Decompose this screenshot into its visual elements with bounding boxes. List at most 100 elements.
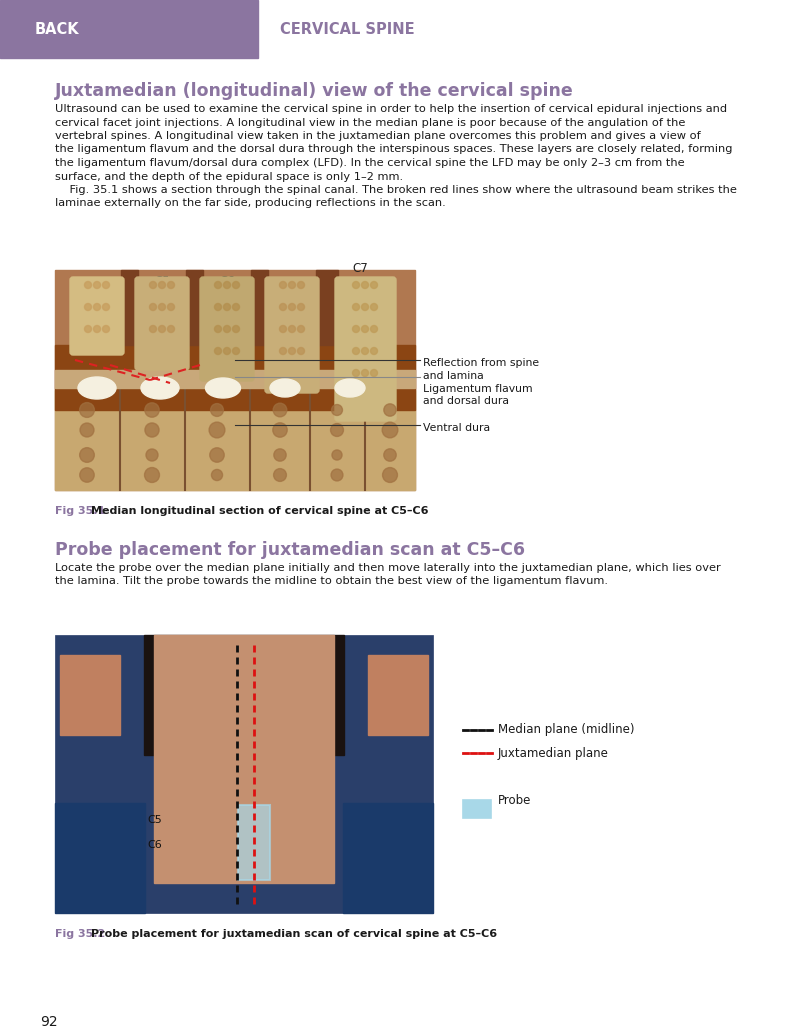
Circle shape: [353, 369, 359, 376]
Circle shape: [210, 423, 224, 436]
Circle shape: [289, 281, 295, 288]
Circle shape: [353, 281, 359, 288]
Bar: [0, 0, 258, 58]
Circle shape: [370, 326, 378, 333]
Circle shape: [233, 326, 239, 333]
Circle shape: [289, 347, 295, 355]
Circle shape: [233, 304, 239, 310]
Ellipse shape: [141, 377, 179, 399]
Text: Fig 35.1: Fig 35.1: [55, 506, 106, 516]
Circle shape: [150, 326, 157, 333]
Circle shape: [81, 403, 94, 417]
Circle shape: [279, 281, 286, 288]
Text: the ligamentum flavum and the dorsal dura through the interspinous spaces. These: the ligamentum flavum and the dorsal dur…: [55, 145, 733, 154]
Text: Juxtamedian (longitudinal) view of the cervical spine: Juxtamedian (longitudinal) view of the c…: [55, 82, 574, 100]
Bar: [55, 635, 433, 913]
Circle shape: [330, 402, 345, 418]
Circle shape: [298, 304, 305, 310]
Circle shape: [329, 422, 345, 437]
Bar: [186, 270, 203, 345]
Circle shape: [102, 281, 110, 288]
Text: Ventral dura: Ventral dura: [423, 423, 490, 433]
Circle shape: [274, 424, 286, 436]
Text: C5: C5: [154, 275, 170, 288]
Text: Median plane (midline): Median plane (midline): [498, 724, 634, 736]
Circle shape: [279, 304, 286, 310]
Text: the lamina. Tilt the probe towards the midline to obtain the best view of the li: the lamina. Tilt the probe towards the m…: [55, 577, 608, 586]
Bar: [368, 655, 428, 735]
FancyBboxPatch shape: [135, 277, 189, 370]
Circle shape: [150, 281, 157, 288]
Bar: [144, 635, 344, 755]
Circle shape: [273, 403, 287, 417]
Circle shape: [94, 304, 101, 310]
Circle shape: [81, 424, 94, 436]
Circle shape: [289, 304, 295, 310]
Text: vertebral spines. A longitudinal view taken in the juxtamedian plane overcomes t: vertebral spines. A longitudinal view ta…: [55, 131, 701, 141]
Text: C5: C5: [148, 815, 162, 825]
Bar: [238, 805, 270, 880]
Circle shape: [82, 469, 92, 480]
FancyBboxPatch shape: [70, 277, 124, 355]
Circle shape: [223, 347, 230, 355]
Text: Probe placement for juxtamedian scan of cervical spine at C5–C6: Probe placement for juxtamedian scan of …: [91, 929, 497, 939]
Circle shape: [167, 304, 174, 310]
Circle shape: [298, 326, 305, 333]
Circle shape: [383, 423, 397, 436]
Ellipse shape: [206, 378, 241, 398]
Circle shape: [362, 347, 369, 355]
Circle shape: [233, 281, 239, 288]
Circle shape: [233, 347, 239, 355]
Circle shape: [167, 281, 174, 288]
Text: Probe placement for juxtamedian scan at C5–C6: Probe placement for juxtamedian scan at …: [55, 541, 525, 559]
Circle shape: [370, 369, 378, 376]
Circle shape: [362, 304, 369, 310]
Text: Reflection from spine
and lamina
Ligamentum flavum
and dorsal dura: Reflection from spine and lamina Ligamen…: [423, 358, 539, 406]
Circle shape: [362, 281, 369, 288]
Text: cervical facet joint injections. A longitudinal view in the median plane is poor: cervical facet joint injections. A longi…: [55, 118, 686, 127]
Circle shape: [353, 326, 359, 333]
Circle shape: [289, 326, 295, 333]
Text: C6: C6: [219, 275, 235, 288]
Text: Fig. 35.1 shows a section through the spinal canal. The broken red lines show wh: Fig. 35.1 shows a section through the sp…: [55, 185, 737, 195]
Circle shape: [353, 304, 359, 310]
Text: Locate the probe over the median plane initially and then move laterally into th: Locate the probe over the median plane i…: [55, 562, 721, 573]
Circle shape: [279, 326, 286, 333]
Circle shape: [223, 326, 230, 333]
Circle shape: [330, 449, 343, 461]
Circle shape: [329, 467, 345, 483]
Circle shape: [223, 304, 230, 310]
Circle shape: [79, 447, 95, 463]
Circle shape: [144, 422, 160, 437]
Bar: [55, 345, 415, 410]
Text: BACK: BACK: [35, 22, 80, 36]
Circle shape: [85, 304, 91, 310]
Bar: [55, 803, 145, 913]
Circle shape: [158, 304, 166, 310]
Text: 92: 92: [40, 1015, 58, 1029]
Circle shape: [362, 326, 369, 333]
Circle shape: [214, 326, 222, 333]
Circle shape: [210, 468, 223, 482]
Circle shape: [158, 281, 166, 288]
Circle shape: [353, 347, 359, 355]
Circle shape: [210, 448, 224, 462]
Text: CERVICAL SPINE: CERVICAL SPINE: [280, 22, 414, 36]
Circle shape: [384, 403, 396, 417]
Circle shape: [214, 281, 222, 288]
Ellipse shape: [270, 379, 300, 397]
Circle shape: [146, 469, 158, 481]
Circle shape: [214, 304, 222, 310]
FancyBboxPatch shape: [335, 277, 396, 421]
Bar: [154, 635, 334, 883]
Bar: [251, 270, 268, 345]
Text: Probe: Probe: [498, 793, 531, 807]
Bar: [55, 270, 415, 490]
Bar: [55, 390, 415, 490]
Circle shape: [94, 281, 101, 288]
Text: laminae externally on the far side, producing reflections in the scan.: laminae externally on the far side, prod…: [55, 199, 446, 209]
Circle shape: [158, 326, 166, 333]
Circle shape: [298, 347, 305, 355]
Text: surface, and the depth of the epidural space is only 1–2 mm.: surface, and the depth of the epidural s…: [55, 172, 403, 182]
Bar: [316, 270, 338, 345]
